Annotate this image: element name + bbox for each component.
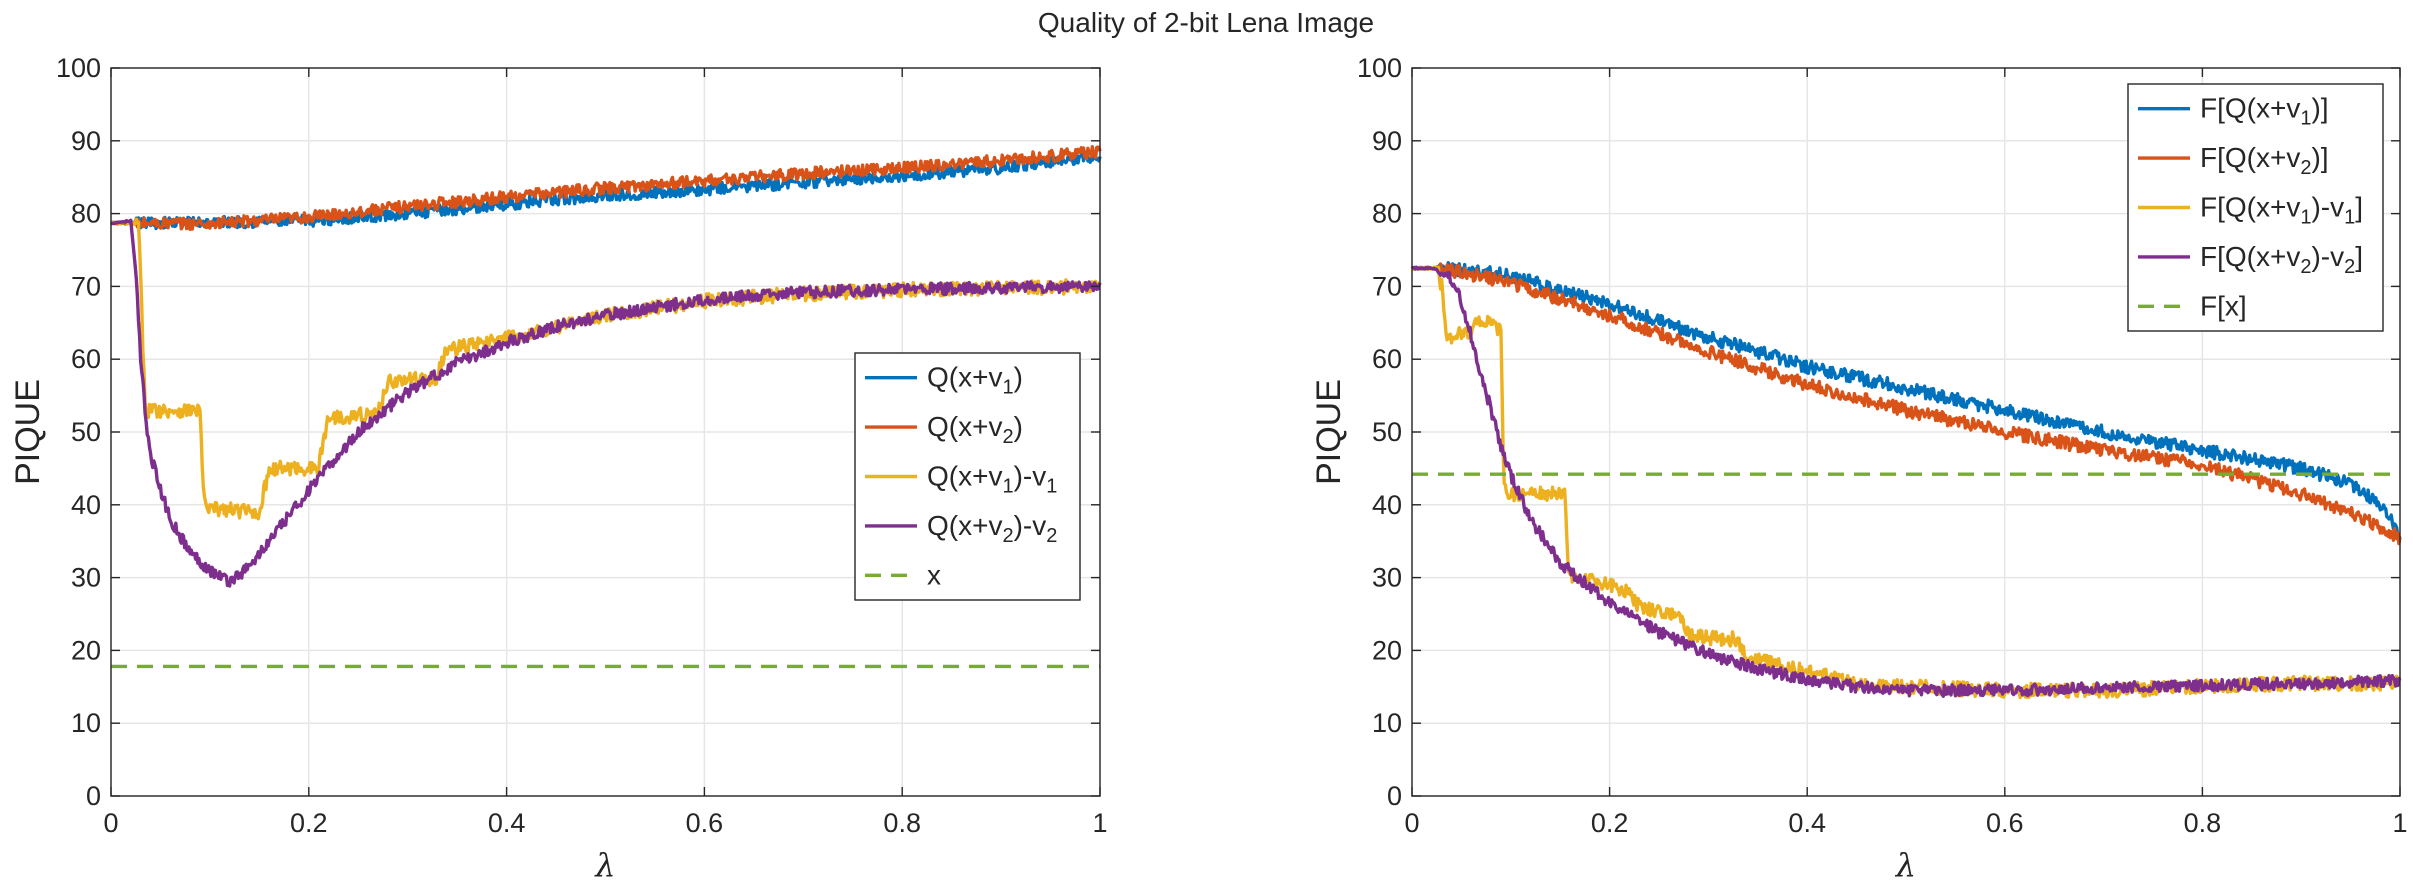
x-axis-label: λ bbox=[593, 846, 615, 884]
legend-label-part: 2 bbox=[1002, 426, 1013, 448]
legend-label-part: 2 bbox=[2344, 256, 2355, 278]
figure-title: Quality of 2-bit Lena Image bbox=[1038, 7, 1374, 38]
legend: F[Q(x+v1)]F[Q(x+v2)]F[Q(x+v1)-v1]F[Q(x+v… bbox=[2127, 83, 2384, 332]
series-group bbox=[109, 144, 1102, 669]
series-line-2 bbox=[110, 144, 1102, 232]
legend-label-part: 1 bbox=[2300, 108, 2311, 130]
x-tick-label: 0 bbox=[1404, 808, 1419, 838]
y-tick-label: 70 bbox=[71, 271, 101, 301]
x-tick-label: 0.2 bbox=[1591, 808, 1629, 838]
legend-label-2: Q(x+v2) bbox=[927, 411, 1023, 448]
y-tick-label: 10 bbox=[71, 708, 101, 738]
legend-label-1: F[Q(x+v1)] bbox=[2200, 93, 2329, 130]
x-tick-label: 0.4 bbox=[488, 808, 526, 838]
legend-label-part: )] bbox=[2311, 142, 2328, 173]
x-tick-label: 1 bbox=[2392, 808, 2407, 838]
x-tick-label: 0.6 bbox=[686, 808, 724, 838]
legend-label-part: )] bbox=[2311, 93, 2328, 124]
legend-label-part: 1 bbox=[1046, 476, 1057, 498]
y-tick-label: 80 bbox=[71, 199, 101, 229]
y-tick-label: 100 bbox=[1357, 53, 1402, 83]
x-axis-label: λ bbox=[1894, 846, 1916, 884]
y-tick-label: 60 bbox=[1372, 344, 1402, 374]
y-tick-label: 90 bbox=[71, 126, 101, 156]
y-tick-label: 0 bbox=[86, 781, 101, 811]
legend-label-2: F[Q(x+v2)] bbox=[2200, 142, 2329, 179]
legend-label-part: Q(x+v bbox=[927, 411, 1002, 442]
legend-label-part: Q(x+v bbox=[927, 461, 1002, 492]
legend-label-part: 1 bbox=[2300, 207, 2311, 229]
series-line-4 bbox=[1410, 265, 2402, 698]
legend-label-part: F[Q(x+v bbox=[2200, 142, 2300, 173]
y-tick-label: 50 bbox=[71, 417, 101, 447]
legend-label-part: Q(x+v bbox=[927, 362, 1002, 393]
series-line-1 bbox=[1410, 261, 2402, 539]
chart-left: 0 0.2 0.4 0.6 0.8 10102030405060708090100λPIQ… bbox=[9, 53, 1108, 884]
y-tick-label: 10 bbox=[1372, 708, 1402, 738]
legend-label-part: 1 bbox=[1002, 377, 1013, 399]
x-tick-label: 0.4 bbox=[1788, 808, 1826, 838]
legend-label-part: 2 bbox=[1002, 525, 1013, 547]
y-axis-label: PIQUE bbox=[9, 379, 47, 485]
y-tick-label: 30 bbox=[71, 563, 101, 593]
legend-label-part: F[Q(x+v bbox=[2200, 93, 2300, 124]
legend-label-1: Q(x+v1) bbox=[927, 362, 1023, 399]
y-tick-label: 70 bbox=[1372, 271, 1402, 301]
legend-label-part: 1 bbox=[2344, 207, 2355, 229]
legend-label-part: ) bbox=[1014, 362, 1023, 393]
x-tick-label: 1 bbox=[1092, 808, 1107, 838]
x-tick-label: 0.8 bbox=[2184, 808, 2222, 838]
legend-label-part: F[x] bbox=[2200, 290, 2247, 321]
legend-label-5: F[x] bbox=[2200, 290, 2247, 321]
legend-label-part: )-v bbox=[1014, 510, 1047, 541]
legend-label-part: )-v bbox=[2311, 241, 2344, 272]
x-tick-label: 0.8 bbox=[883, 808, 921, 838]
legend-label-part: ] bbox=[2355, 241, 2363, 272]
y-tick-label: 40 bbox=[1372, 490, 1402, 520]
x-tick-label: 0 bbox=[103, 808, 118, 838]
y-tick-label: 90 bbox=[1372, 126, 1402, 156]
x-tick-label: 0.2 bbox=[290, 808, 328, 838]
series-group bbox=[1410, 261, 2402, 700]
x-tick-label: 0.6 bbox=[1986, 808, 2024, 838]
y-tick-label: 40 bbox=[71, 490, 101, 520]
chart-right: 0 0.2 0.4 0.6 0.8 10102030405060708090100λPIQ… bbox=[1310, 53, 2408, 884]
legend-label-part: x bbox=[927, 559, 941, 590]
legend-label-3: Q(x+v1)-v1 bbox=[927, 461, 1057, 498]
legend-label-part: 2 bbox=[1046, 525, 1057, 547]
legend-label-part: F[Q(x+v bbox=[2200, 192, 2300, 223]
legend-label-part: ] bbox=[2355, 192, 2363, 223]
legend: Q(x+v1)Q(x+v2)Q(x+v1)-v1Q(x+v2)-v2x bbox=[854, 352, 1081, 601]
y-tick-label: 30 bbox=[1372, 563, 1402, 593]
legend-label-part: Q(x+v bbox=[927, 510, 1002, 541]
series-line-4 bbox=[109, 218, 1102, 588]
legend-label-part: )-v bbox=[1014, 461, 1047, 492]
legend-label-part: 2 bbox=[2300, 256, 2311, 278]
y-tick-label: 100 bbox=[56, 53, 101, 83]
y-axis-label: PIQUE bbox=[1310, 379, 1348, 485]
legend-label-5: x bbox=[927, 559, 941, 590]
y-tick-label: 60 bbox=[71, 344, 101, 374]
series-line-2 bbox=[1411, 262, 2402, 546]
y-tick-label: 0 bbox=[1387, 781, 1402, 811]
legend-label-3: F[Q(x+v1)-v1] bbox=[2200, 192, 2363, 229]
legend-label-part: ) bbox=[1014, 411, 1023, 442]
legend-label-part: F[Q(x+v bbox=[2200, 241, 2300, 272]
legend-label-part: 2 bbox=[2300, 157, 2311, 179]
y-tick-label: 80 bbox=[1372, 199, 1402, 229]
y-tick-label: 20 bbox=[71, 635, 101, 665]
legend-label-part: )-v bbox=[2311, 192, 2344, 223]
y-tick-label: 20 bbox=[1372, 635, 1402, 665]
legend-label-4: F[Q(x+v2)-v2] bbox=[2200, 241, 2363, 278]
y-tick-label: 50 bbox=[1372, 417, 1402, 447]
legend-label-4: Q(x+v2)-v2 bbox=[927, 510, 1057, 547]
legend-label-part: 1 bbox=[1002, 476, 1013, 498]
